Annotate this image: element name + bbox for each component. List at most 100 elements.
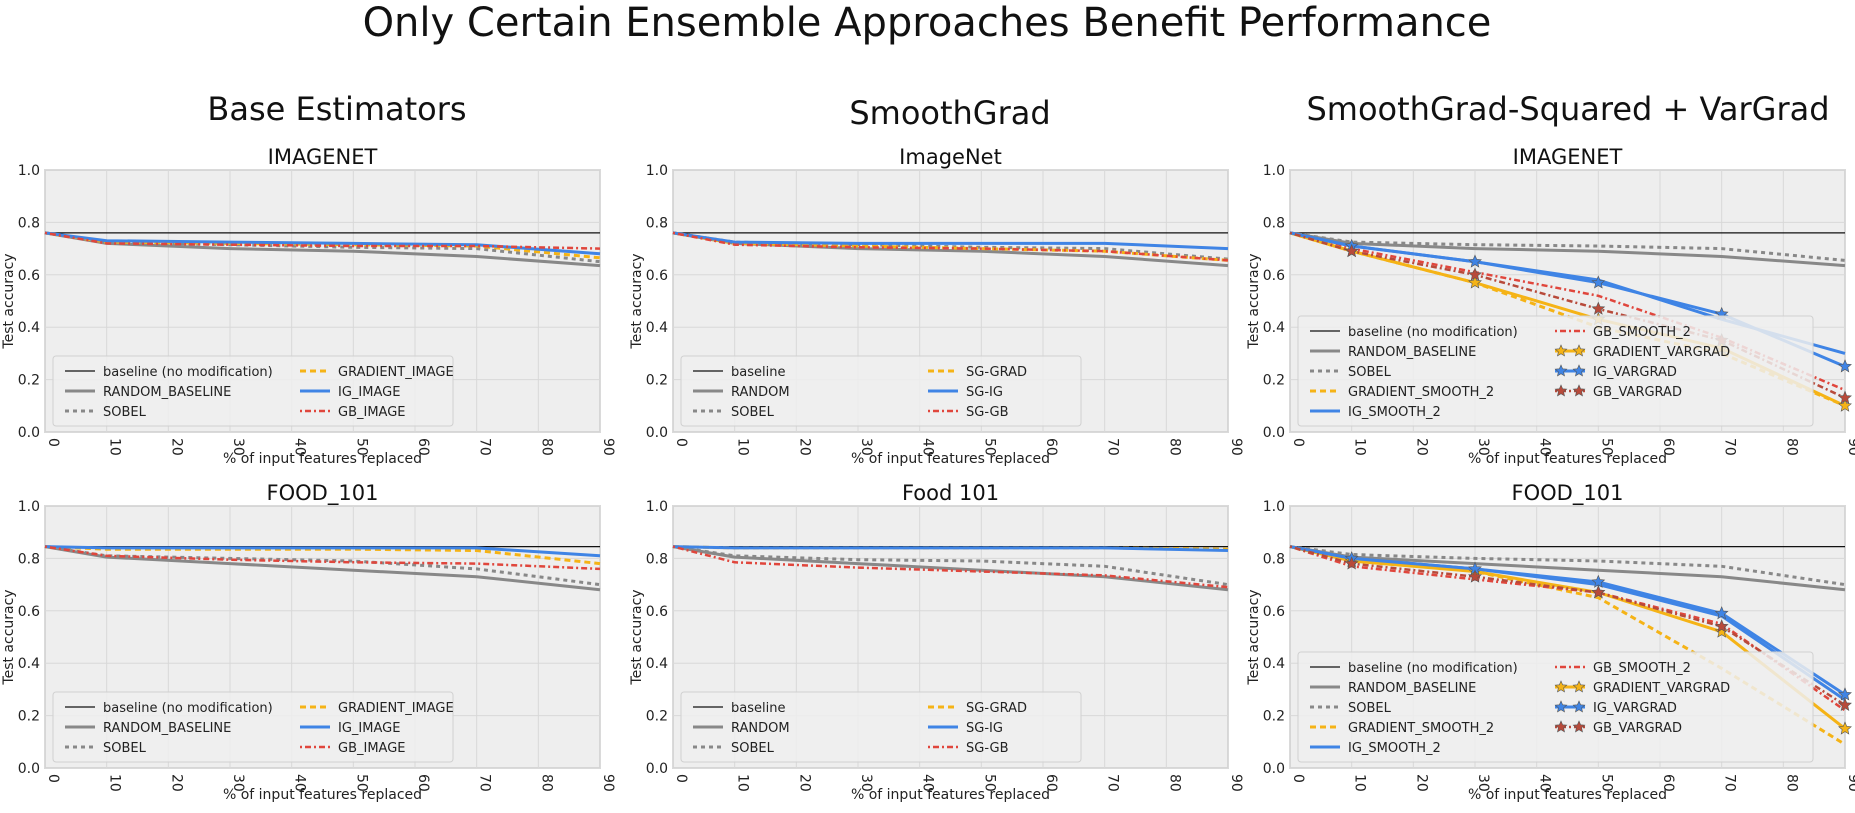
x-tick-label: 20 xyxy=(796,774,812,792)
legend-label-sobel: SOBEL xyxy=(731,741,775,756)
y-axis-label: Test accuracy xyxy=(1,253,17,349)
legend-label-random: RANDOM xyxy=(731,721,790,736)
legend-label-gb-smooth-2: GB_SMOOTH_2 xyxy=(1593,325,1691,340)
legend-label-random-baseline: RANDOM_BASELINE xyxy=(1348,345,1476,360)
y-tick-label: 0.2 xyxy=(1263,373,1285,389)
subplot-4: 0 10 20 30 40 50 60 70 80 90 0.0 0.2 0.4 0.6 0.8 1.0 FOO… xyxy=(1,481,616,803)
x-tick-label: 50 xyxy=(1598,438,1614,456)
x-tick-label: 90 xyxy=(1845,438,1855,456)
y-tick-label: 0.2 xyxy=(1263,709,1285,725)
data-point-gradient-vargrad xyxy=(1838,721,1852,735)
legend-label-sobel: SOBEL xyxy=(1348,701,1392,716)
data-point-ig-vargrad xyxy=(1468,254,1482,268)
y-tick-label: 1.0 xyxy=(1263,499,1285,515)
x-axis-label: % of input features replaced xyxy=(223,451,422,467)
series-line-sg-ig xyxy=(672,231,1229,251)
subplot-1: 0 10 20 30 40 50 60 70 80 90 0.0 0.2 0.4 0.6 0.8 1.0 IMA… xyxy=(1,145,616,467)
y-tick-label: 0.8 xyxy=(18,215,40,231)
y-tick-label: 0.0 xyxy=(646,761,668,777)
x-axis-label: % of input features replaced xyxy=(223,787,422,803)
y-tick-label: 0.0 xyxy=(18,425,40,441)
data-point-gradient-vargrad xyxy=(1468,275,1482,289)
x-tick-label: 50 xyxy=(353,774,369,792)
x-tick-label: 90 xyxy=(600,438,616,456)
x-tick-label: 60 xyxy=(415,774,431,792)
series-line-gb-image xyxy=(44,231,601,250)
legend-marker xyxy=(1554,700,1568,713)
x-tick-label: 10 xyxy=(735,438,751,456)
legend-marker xyxy=(1554,344,1568,357)
x-tick-label: 60 xyxy=(1043,774,1059,792)
series-line-gradient-vargrad xyxy=(1289,545,1846,730)
legend-label-gb-smooth-2: GB_SMOOTH_2 xyxy=(1593,661,1691,676)
y-tick-label: 0.8 xyxy=(1263,551,1285,567)
legend: baseline (no modification) RANDOM_BASELIN… xyxy=(1297,315,1814,427)
y-axis-label: Test accuracy xyxy=(1,589,17,685)
y-tick-label: 0.6 xyxy=(1263,604,1285,620)
legend-label-sobel: SOBEL xyxy=(103,405,147,420)
x-tick-label: 0 xyxy=(45,438,61,447)
legend-label-gradient-vargrad: GRADIENT_VARGRAD xyxy=(1593,345,1730,360)
x-tick-label: 30 xyxy=(858,774,874,792)
legend-label-baseline-no-modification: baseline (no modification) xyxy=(1348,325,1518,340)
x-tick-label: 10 xyxy=(107,774,123,792)
y-tick-label: 0.0 xyxy=(1263,425,1285,441)
data-point-ig-vargrad xyxy=(1838,359,1852,373)
legend-label-ig-vargrad: IG_VARGRAD xyxy=(1593,701,1677,716)
y-tick-label: 1.0 xyxy=(1263,163,1285,179)
subplot-2: 0 10 20 30 40 50 60 70 80 90 0.0 0.2 0.4 0.6 0.8 1.0 Ima… xyxy=(629,145,1244,467)
data-point-gb-vargrad xyxy=(1344,556,1359,570)
legend: baseline (no modification) RANDOM_BASELIN… xyxy=(1297,651,1814,763)
y-tick-label: 0.4 xyxy=(18,320,40,336)
data-point-gb-vargrad xyxy=(1838,390,1852,404)
x-tick-label: 50 xyxy=(981,774,997,792)
y-tick-label: 0.4 xyxy=(1263,320,1285,336)
y-tick-label: 0.2 xyxy=(18,373,40,389)
legend-label-random-baseline: RANDOM_BASELINE xyxy=(103,721,231,736)
data-point-gradient-vargrad xyxy=(1838,398,1852,412)
subplot-5: 0 10 20 30 40 50 60 70 80 90 0.0 0.2 0.4 0.6 0.8 1.0 Foo… xyxy=(629,481,1244,803)
x-tick-label: 40 xyxy=(1537,438,1553,456)
x-tick-label: 30 xyxy=(1475,774,1491,792)
x-axis-label: % of input features replaced xyxy=(851,787,1050,803)
legend-label-baseline-no-modification: baseline (no modification) xyxy=(103,701,273,716)
legend-marker xyxy=(1554,720,1568,733)
y-tick-label: 0.8 xyxy=(646,215,668,231)
x-tick-label: 20 xyxy=(168,774,184,792)
x-tick-label: 80 xyxy=(538,774,554,792)
data-point-ig-vargrad xyxy=(1838,687,1852,701)
legend-marker xyxy=(1554,364,1568,377)
x-tick-label: 90 xyxy=(1228,438,1244,456)
legend-label-random: RANDOM xyxy=(731,385,790,400)
x-axis-label: % of input features replaced xyxy=(1468,787,1667,803)
series-line-gb-image xyxy=(44,545,601,571)
data-point-gb-vargrad xyxy=(1714,619,1729,633)
x-tick-label: 30 xyxy=(230,438,246,456)
y-tick-label: 0.4 xyxy=(646,656,668,672)
data-point-gb-vargrad xyxy=(1468,267,1482,281)
legend-label-gradient-vargrad: GRADIENT_VARGRAD xyxy=(1593,681,1730,696)
legend-label-sg-grad: SG-GRAD xyxy=(966,365,1027,380)
x-tick-label: 60 xyxy=(415,438,431,456)
y-tick-label: 0.2 xyxy=(18,709,40,725)
y-tick-label: 0.8 xyxy=(646,551,668,567)
series-line-sobel xyxy=(672,545,1229,587)
y-tick-label: 1.0 xyxy=(18,499,40,515)
y-tick-label: 1.0 xyxy=(646,499,668,515)
legend: baseline RANDOM SOBEL SG-GRAD SG-IG SG-GB xyxy=(680,355,1082,427)
x-tick-label: 20 xyxy=(1413,438,1429,456)
legend-label-sg-grad: SG-GRAD xyxy=(966,701,1027,716)
x-tick-label: 60 xyxy=(1043,438,1059,456)
legend-box xyxy=(52,691,454,763)
x-tick-label: 10 xyxy=(107,438,123,456)
x-tick-label: 60 xyxy=(1660,774,1676,792)
legend-label-gradient-image: GRADIENT_IMAGE xyxy=(338,701,454,716)
legend-label-ig-image: IG_IMAGE xyxy=(338,385,400,400)
x-tick-label: 70 xyxy=(477,774,493,792)
subplot-title: FOOD_101 xyxy=(1512,481,1624,506)
series-line-ig-image xyxy=(44,545,601,558)
y-tick-label: 0.6 xyxy=(18,604,40,620)
subplot-grid: 0 10 20 30 40 50 60 70 80 90 0.0 0.2 0.4 0.6 0.8 1.0 IMA… xyxy=(1,145,1855,803)
x-tick-label: 30 xyxy=(1475,438,1491,456)
